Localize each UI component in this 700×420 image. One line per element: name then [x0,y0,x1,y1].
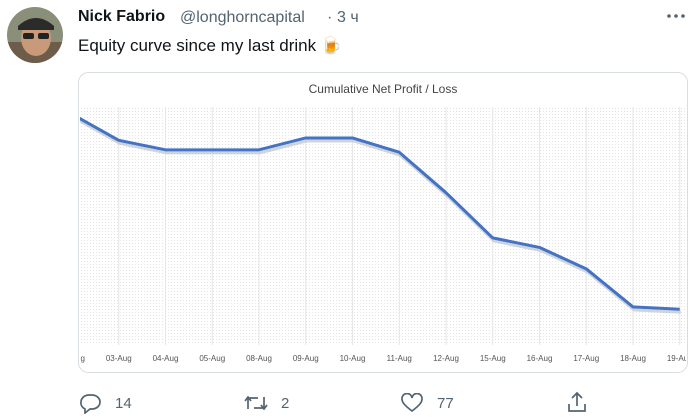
x-tick-label: 15-Aug [480,354,506,363]
more-menu[interactable] [664,10,688,22]
x-tick-label: 19-Aug [667,354,688,363]
retweet-icon[interactable] [243,393,269,413]
share-icon[interactable] [566,390,588,414]
chart[interactable]: Cumulative Net Profit / Loss 02-Aug 03-Au… [78,72,688,373]
timestamp[interactable]: 3 ч [337,9,359,26]
line-shadow [80,119,681,314]
like-icon[interactable] [400,393,424,413]
like-count: 77 [437,395,454,412]
x-tick-label: 12-Aug [433,354,459,363]
plot-area [80,107,686,345]
author-handle[interactable]: @longhorncapital [180,9,305,26]
x-tick-label: 17-Aug [573,354,599,363]
x-tick-label: 16-Aug [527,354,553,363]
avatar[interactable] [6,6,64,64]
retweet-count: 2 [281,395,290,412]
x-tick-label: 11-Aug [387,354,412,363]
x-tick-label: 04-Aug [153,354,179,363]
x-tick-label: 10-Aug [340,354,366,363]
line [80,116,680,311]
x-tick-label: 08-Aug [246,354,272,363]
chart-title: Cumulative Net Profit / Loss [309,82,458,96]
tweet-text: Equity curve since my last drink 🍺 [78,36,342,55]
separator: · [327,9,333,26]
reply-count: 14 [115,395,132,412]
x-tick-label: 09-Aug [293,354,319,363]
x-tick-label: 02-Aug [78,354,85,363]
reply-icon[interactable] [78,392,102,414]
x-tick-label: 05-Aug [199,354,225,363]
author-name[interactable]: Nick Fabrio [78,8,166,25]
x-tick-label: 18-Aug [620,354,646,363]
x-tick-label: 03-Aug [106,354,132,363]
